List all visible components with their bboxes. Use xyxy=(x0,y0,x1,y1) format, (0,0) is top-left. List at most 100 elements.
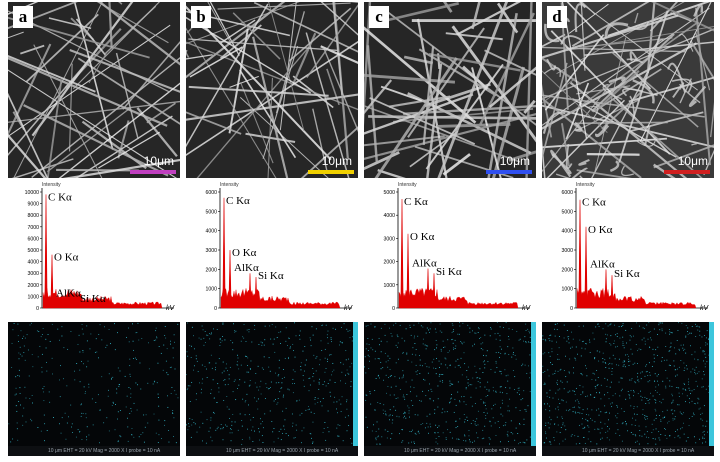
peak-label: Si Kα xyxy=(258,270,284,282)
sem-image-a: a 10μm xyxy=(8,2,180,178)
peak-2 xyxy=(70,298,74,309)
spectrum-background xyxy=(576,287,697,309)
map-edge-strip xyxy=(709,322,714,446)
sem-image-c: c 10μm xyxy=(364,2,536,178)
panel-letter: d xyxy=(547,6,567,28)
intensity-label: Intensity xyxy=(220,182,239,188)
y-tick-label: 0 xyxy=(570,306,573,312)
eds-spectrum-b: Intensity 6000 5000 4000 3000 2000 1000 0 kV C Kα… xyxy=(186,182,358,318)
intensity-label: Intensity xyxy=(42,182,61,188)
map-info-bar: 10 μm EHT = 20 kV Mag = 2000 X I probe =… xyxy=(542,446,714,456)
peak-0 xyxy=(578,199,582,309)
peak-2 xyxy=(248,273,252,309)
eds-spectrum-c: Intensity 5000 4000 3000 2000 1000 0 kV C Kα O Kα… xyxy=(364,182,536,318)
eds-map-c: 10 μm EHT = 20 kV Mag = 2000 X I probe =… xyxy=(364,322,536,456)
peak-0 xyxy=(222,197,226,309)
y-tick-label: 6000 xyxy=(205,190,217,196)
x-unit-label: kV xyxy=(700,305,710,312)
panel-letter: c xyxy=(369,6,389,28)
intensity-label: Intensity xyxy=(576,182,595,188)
eds-spectrum-a: Intensity 10000 9000 8000 7000 6000 5000 4000 30… xyxy=(8,182,180,318)
y-tick-label: 1000 xyxy=(383,283,395,289)
scale-bar xyxy=(308,170,354,174)
peak-3 xyxy=(76,299,80,309)
y-tick-label: 2000 xyxy=(561,267,573,273)
map-info-bar: 10 μm EHT = 20 kV Mag = 2000 X I probe =… xyxy=(8,446,180,456)
peak-2 xyxy=(604,269,608,309)
peak-label: C Kα xyxy=(226,195,250,207)
eds-spectrum-d: Intensity 6000 5000 4000 3000 2000 1000 0 kV C Kα… xyxy=(542,182,714,318)
y-tick-label: 3000 xyxy=(561,248,573,254)
y-tick-label: 7000 xyxy=(27,225,39,231)
peak-label: O Kα xyxy=(232,247,257,259)
peak-1 xyxy=(50,254,54,309)
y-tick-label: 4000 xyxy=(383,213,395,219)
spectrum-background xyxy=(398,287,519,309)
y-tick-label: 1000 xyxy=(561,287,573,293)
y-tick-label: 9000 xyxy=(27,202,39,208)
map-info-bar: 10 μm EHT = 20 kV Mag = 2000 X I probe =… xyxy=(364,446,536,456)
y-tick-label: 0 xyxy=(392,306,395,312)
peak-label: Si Kα xyxy=(614,268,640,280)
map-edge-strip xyxy=(531,322,536,446)
peak-0 xyxy=(400,198,404,309)
eds-map-b: 10 μm EHT = 20 kV Mag = 2000 X I probe =… xyxy=(186,322,358,456)
sem-image-b: b 10μm xyxy=(186,2,358,178)
scale-bar-label: 10μm xyxy=(499,154,530,168)
scale-bar xyxy=(486,170,532,174)
y-tick-label: 3000 xyxy=(383,236,395,242)
y-tick-label: 1000 xyxy=(27,294,39,300)
spectrum-background xyxy=(220,287,341,309)
peak-label: AlKα xyxy=(234,262,259,274)
peak-label: C Kα xyxy=(582,197,606,209)
scale-bar xyxy=(130,170,176,174)
map-info-bar: 10 μm EHT = 20 kV Mag = 2000 X I probe =… xyxy=(186,446,358,456)
peak-label: Si Kα xyxy=(436,266,462,278)
peak-2 xyxy=(426,268,430,309)
y-tick-label: 2000 xyxy=(383,260,395,266)
peak-label: O Kα xyxy=(410,231,435,243)
y-tick-label: 0 xyxy=(214,306,217,312)
eds-map-a: 10 μm EHT = 20 kV Mag = 2000 X I probe =… xyxy=(8,322,180,456)
y-tick-label: 1000 xyxy=(205,287,217,293)
map-edge-strip xyxy=(353,322,358,446)
x-unit-label: kV xyxy=(166,305,176,312)
y-tick-label: 4000 xyxy=(27,260,39,266)
scale-bar-label: 10μm xyxy=(677,154,708,168)
y-tick-label: 5000 xyxy=(27,248,39,254)
peak-label: C Kα xyxy=(404,196,428,208)
peak-label: AlKα xyxy=(412,258,437,270)
peak-3 xyxy=(610,275,614,309)
y-tick-label: 6000 xyxy=(561,190,573,196)
y-tick-label: 4000 xyxy=(205,229,217,235)
y-tick-label: 6000 xyxy=(27,236,39,242)
peak-0 xyxy=(44,194,48,309)
peak-3 xyxy=(254,277,258,309)
y-tick-label: 10000 xyxy=(25,190,40,196)
y-tick-label: 8000 xyxy=(27,213,39,219)
panel-letter: a xyxy=(13,6,33,28)
peak-label: AlKα xyxy=(590,258,615,270)
peak-1 xyxy=(584,226,588,309)
peak-1 xyxy=(406,233,410,309)
peak-label: O Kα xyxy=(54,252,79,264)
y-tick-label: 5000 xyxy=(561,209,573,215)
eds-map-d: 10 μm EHT = 20 kV Mag = 2000 X I probe =… xyxy=(542,322,714,456)
y-tick-label: 0 xyxy=(36,306,39,312)
peak-3 xyxy=(432,273,436,309)
scale-bar-label: 10μm xyxy=(143,154,174,168)
x-unit-label: kV xyxy=(522,305,532,312)
scale-bar xyxy=(664,170,710,174)
peak-label: Si Kα xyxy=(80,293,106,305)
y-tick-label: 5000 xyxy=(205,209,217,215)
y-tick-label: 2000 xyxy=(205,267,217,273)
panel-letter: b xyxy=(191,6,211,28)
x-unit-label: kV xyxy=(344,305,354,312)
sem-image-d: d 10μm xyxy=(542,2,714,178)
peak-label: C Kα xyxy=(48,191,72,203)
y-tick-label: 5000 xyxy=(383,190,395,196)
peak-label: AlKα xyxy=(56,288,81,300)
peak-1 xyxy=(228,249,232,309)
intensity-label: Intensity xyxy=(398,182,417,188)
y-tick-label: 4000 xyxy=(561,229,573,235)
